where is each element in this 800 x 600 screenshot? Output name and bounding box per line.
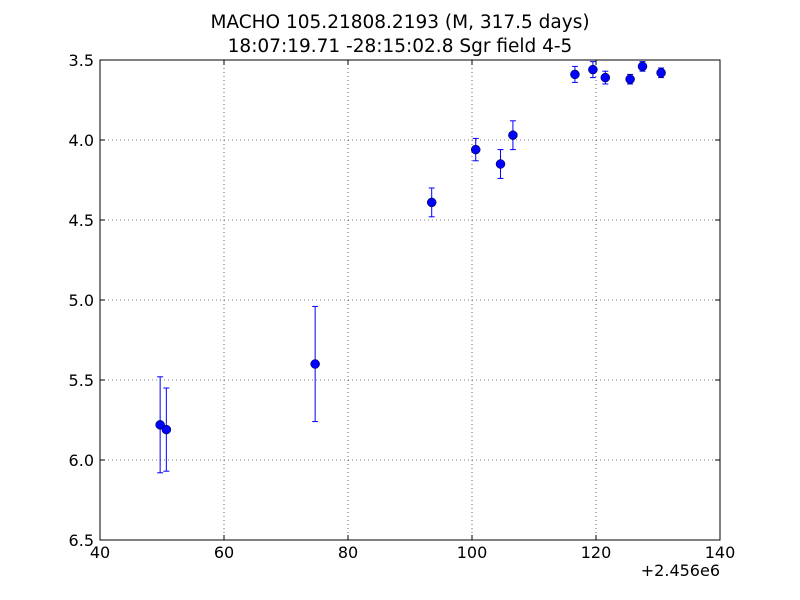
data-point	[426, 197, 437, 208]
data-point	[625, 74, 635, 84]
y-tick-label: 5.5	[69, 371, 94, 390]
y-tick-label: 4.5	[69, 211, 94, 230]
chart-subtitle: 18:07:19.71 -28:15:02.8 Sgr field 4-5	[227, 36, 573, 57]
ticks: 40 60 80 100 120 140 3.5 4.0 4.5 5.0 5.5 6.0 6.5	[69, 51, 736, 562]
grid	[100, 60, 720, 540]
x-tick-label: 40	[90, 543, 110, 562]
y-tick-label: 4.0	[69, 131, 94, 150]
data-series	[155, 61, 666, 474]
y-tick-label: 3.5	[69, 51, 94, 70]
data-point	[570, 69, 580, 80]
x-tick-label: 60	[214, 543, 234, 562]
data-point	[656, 68, 666, 78]
data-point	[495, 159, 506, 169]
y-tick-label: 5.0	[69, 291, 94, 310]
chart-title: MACHO 105.21808.2193 (M, 317.5 days)	[210, 12, 590, 33]
data-point	[310, 359, 320, 369]
data-point	[588, 64, 598, 75]
data-point	[161, 424, 172, 435]
data-point	[600, 72, 611, 83]
y-tick-label: 6.0	[69, 451, 94, 470]
data-point	[637, 61, 648, 72]
x-tick-label: 120	[581, 543, 612, 562]
data-point	[508, 130, 518, 140]
x-tick-label: 140	[705, 543, 736, 562]
x-offset-label: +2.456e6	[641, 561, 720, 580]
data-point	[470, 144, 481, 155]
y-tick-label: 6.5	[69, 531, 94, 550]
x-tick-label: 100	[457, 543, 488, 562]
x-tick-label: 80	[338, 543, 358, 562]
